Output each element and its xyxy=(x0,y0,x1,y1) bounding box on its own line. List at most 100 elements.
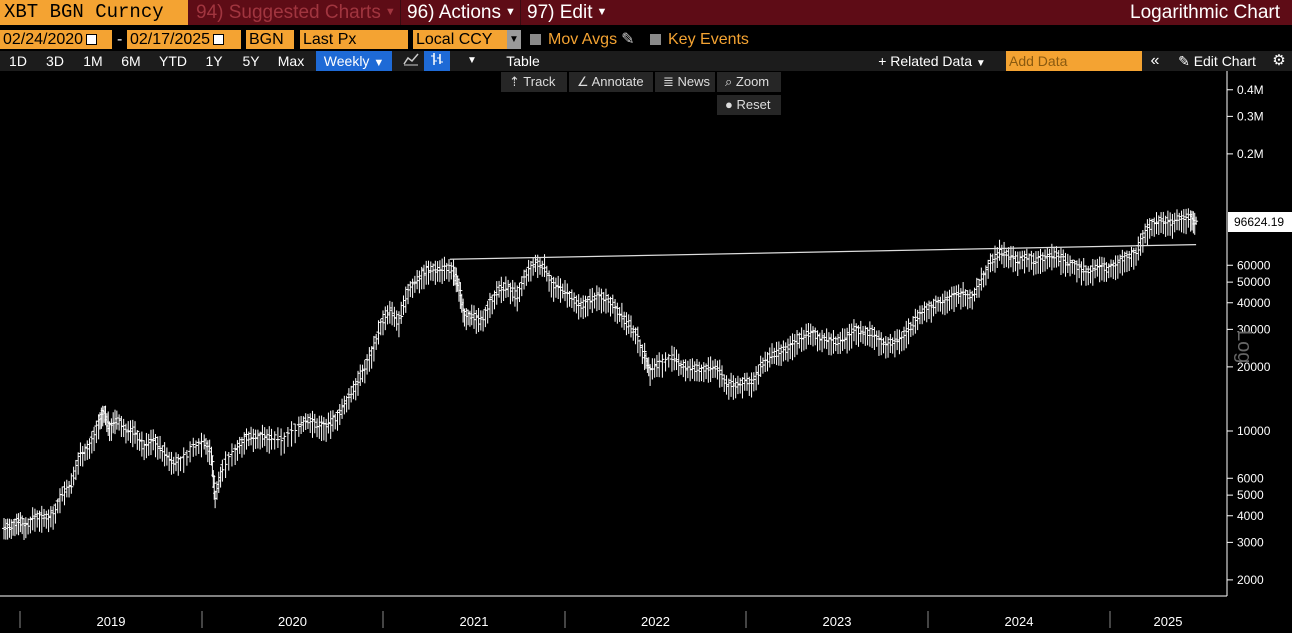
track-label: Track xyxy=(523,74,556,89)
y-tick-label: 40000 xyxy=(1237,296,1271,310)
currency-selector[interactable]: Local CCY xyxy=(413,30,507,49)
edit-menu[interactable]: 97) Edit ▼ xyxy=(520,0,608,25)
ohlc-bar xyxy=(246,431,251,447)
ohlc-bar xyxy=(362,359,367,384)
calendar-icon[interactable] xyxy=(86,34,98,46)
ohlc-bar xyxy=(879,332,884,356)
period-max[interactable]: Max xyxy=(277,53,305,69)
ohlc-bar xyxy=(60,486,65,502)
add-data-input[interactable]: Add Data xyxy=(1006,51,1142,71)
ohlc-bar xyxy=(301,416,306,432)
ohlc-bar xyxy=(765,352,770,372)
ohlc-bar xyxy=(69,473,74,494)
ohlc-bar xyxy=(121,418,126,438)
key-events-toggle[interactable]: Key Events xyxy=(650,30,749,49)
pencil-icon[interactable]: ✎ xyxy=(621,31,635,48)
period-1d[interactable]: 1D xyxy=(9,53,27,69)
source-field[interactable]: BGN xyxy=(246,30,294,49)
price-chart[interactable]: 0.4M 0.3M 0.2M 60000 50000 40000 30000 20000 100… xyxy=(0,71,1292,633)
period-3d[interactable]: 3D xyxy=(46,53,64,69)
ohlc-bar xyxy=(524,268,529,286)
ohlc-bar xyxy=(296,416,301,437)
news-button[interactable]: ≣ News xyxy=(655,72,715,92)
ohlc-bar xyxy=(1063,252,1068,277)
chevron-down-icon: ▼ xyxy=(373,57,385,69)
line-chart-icon[interactable] xyxy=(400,51,422,71)
ohlc-bar xyxy=(410,278,415,298)
start-date-field[interactable]: 02/24/2020 xyxy=(0,30,112,49)
ohlc-bar xyxy=(599,288,604,314)
period-5y[interactable]: 5Y xyxy=(242,53,260,69)
ohlc-bar xyxy=(719,365,724,387)
ohlc-bar xyxy=(1154,212,1159,235)
ohlc-bar xyxy=(378,318,383,336)
ohlc-bar xyxy=(992,245,997,273)
period-ytd[interactable]: YTD xyxy=(159,53,187,69)
currency-dropdown-arrow[interactable]: ▼ xyxy=(507,30,521,49)
edit-chart-button[interactable]: ✎ Edit Chart xyxy=(1168,51,1266,71)
ohlc-bar xyxy=(556,275,561,300)
actions-menu[interactable]: 96) Actions ▼ xyxy=(400,0,516,25)
ohlc-bar xyxy=(685,360,690,379)
suggested-charts-menu[interactable]: 94) Suggested Charts ▼ xyxy=(192,0,396,25)
gear-icon[interactable]: ⚙ xyxy=(1272,52,1286,69)
ohlc-bar xyxy=(1054,246,1059,268)
field-selector[interactable]: Last Px xyxy=(300,30,408,49)
ohlc-bar xyxy=(974,277,979,298)
ohlc-bar xyxy=(590,287,595,313)
ohlc-bar xyxy=(956,284,961,304)
ohlc-bar xyxy=(722,374,727,392)
checkbox-icon[interactable] xyxy=(650,34,661,46)
reset-button[interactable]: ● Reset xyxy=(717,95,781,115)
period-1y[interactable]: 1Y xyxy=(205,53,223,69)
ohlc-bar xyxy=(1027,253,1032,272)
ohlc-bar xyxy=(260,424,265,448)
ohlc-bar xyxy=(715,360,720,380)
ohlc-bar xyxy=(945,291,950,314)
ohlc-bar xyxy=(594,285,599,312)
ohlc-bar xyxy=(833,336,838,352)
ohlc-bar xyxy=(1047,248,1052,268)
y-axis: 0.4M 0.3M 0.2M 60000 50000 40000 30000 20000 100… xyxy=(1226,71,1271,596)
checkbox-icon[interactable] xyxy=(530,34,541,46)
ohlc-bar xyxy=(895,329,900,351)
ohlc-bar xyxy=(522,269,527,290)
ticker-field[interactable]: XBT BGN Curncy xyxy=(0,0,188,25)
calendar-icon[interactable] xyxy=(213,34,225,46)
ohlc-bar xyxy=(1145,219,1150,246)
period-1m[interactable]: 1M xyxy=(83,53,103,69)
frequency-selector[interactable]: Weekly ▼ xyxy=(316,51,392,71)
x-tick-label: 2024 xyxy=(1005,614,1034,629)
track-button[interactable]: ⇡ Track xyxy=(501,72,567,92)
mov-avgs-toggle[interactable]: Mov Avgs ✎ xyxy=(530,30,634,49)
cursor-icon: ⇡ xyxy=(509,74,520,89)
ohlc-bar xyxy=(1149,218,1154,237)
ohlc-bar xyxy=(510,279,515,302)
ohlc-bar xyxy=(1038,248,1043,274)
related-data-menu[interactable]: + Related Data ▼ xyxy=(866,51,998,71)
ohlc-bar xyxy=(642,342,647,371)
ohlc-bar xyxy=(199,432,204,458)
collapse-icon[interactable]: « xyxy=(1150,52,1160,69)
ohlc-bar xyxy=(42,508,47,527)
ohlc-bar xyxy=(1083,265,1088,286)
ohlc-bar xyxy=(508,282,513,305)
ohlc-bar xyxy=(82,443,87,461)
bar-chart-icon[interactable] xyxy=(424,51,450,71)
ohlc-bar xyxy=(999,244,1004,265)
ohlc-bar xyxy=(585,296,590,317)
ohlc-bar xyxy=(196,438,201,454)
ohlc-bar xyxy=(657,352,662,378)
ohlc-bar xyxy=(229,443,234,467)
start-date-value: 02/24/2020 xyxy=(3,31,84,48)
zoom-button[interactable]: ⌕ Zoom xyxy=(717,72,781,92)
annotate-button[interactable]: ∠ Annotate xyxy=(569,72,653,92)
y-tick-label: 0.3M xyxy=(1237,109,1264,123)
period-6m[interactable]: 6M xyxy=(121,53,141,69)
chart-type-dropdown[interactable]: ▼ xyxy=(467,55,477,66)
ohlc-bar xyxy=(55,498,60,514)
ohlc-bar xyxy=(76,452,81,475)
ohlc-bar xyxy=(840,328,845,351)
end-date-field[interactable]: 02/17/2025 xyxy=(127,30,241,49)
table-button[interactable]: Table xyxy=(506,53,540,69)
